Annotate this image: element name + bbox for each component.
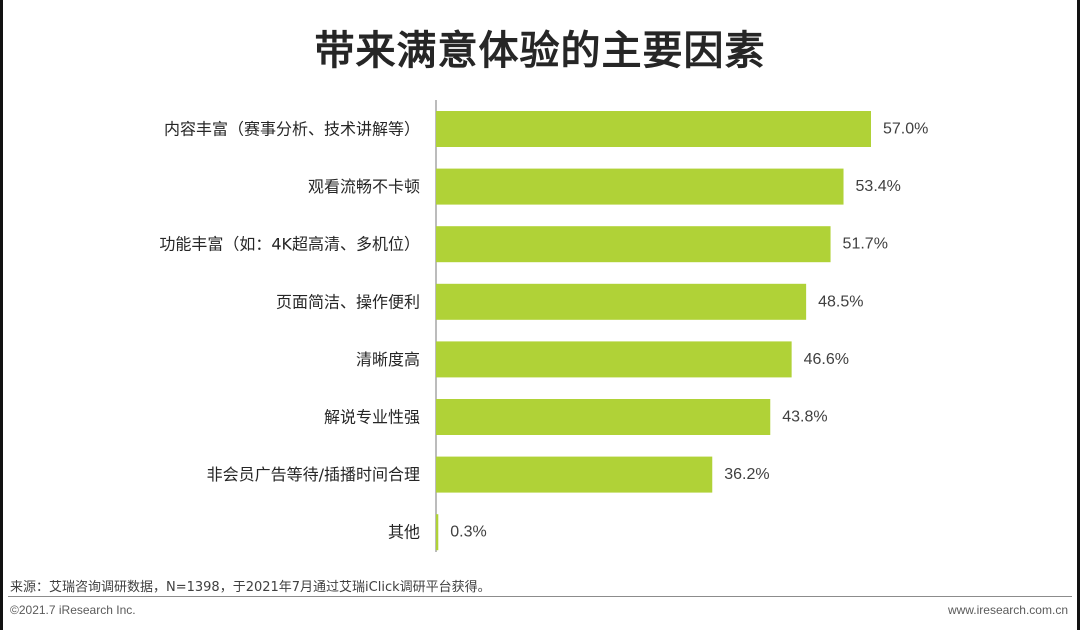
frame-left-border (0, 0, 3, 630)
chart-title: 带来满意体验的主要因素 (314, 28, 766, 74)
bar-5 (436, 399, 771, 435)
category-label-0: 内容丰富（赛事分析、技术讲解等） (164, 120, 420, 139)
value-label-5: 43.8% (782, 409, 827, 426)
bar-3 (436, 283, 807, 320)
value-label-6: 36.2% (724, 466, 769, 483)
bar-7 (436, 514, 439, 551)
category-label-1: 观看流畅不卡顿 (308, 177, 420, 196)
bar-4 (436, 341, 792, 378)
frame-right-border (1077, 0, 1080, 630)
bar-2 (436, 226, 831, 263)
bar-6 (436, 456, 713, 493)
category-label-6: 非会员广告等待/插播时间合理 (207, 465, 420, 484)
value-label-3: 48.5% (818, 293, 863, 310)
value-label-0: 57.0% (883, 121, 928, 138)
source-note: 来源：艾瑞咨询调研数据，N=1398，于2021年7月通过艾瑞iClick调研平… (10, 580, 491, 595)
bar-0 (436, 111, 871, 147)
bar-1 (436, 168, 844, 205)
value-label-4: 46.6% (804, 351, 849, 368)
category-label-7: 其他 (388, 523, 420, 542)
category-label-2: 功能丰富（如：4K超高清、多机位） (159, 235, 420, 254)
copyright-text: ©2021.7 iResearch Inc. (10, 603, 136, 617)
value-label-1: 53.4% (856, 178, 901, 195)
category-label-4: 清晰度高 (356, 350, 420, 369)
website-link[interactable]: www.iresearch.com.cn (947, 603, 1068, 617)
value-label-7: 0.3% (450, 524, 486, 541)
value-label-2: 51.7% (843, 236, 888, 253)
footer-divider (8, 596, 1072, 597)
category-label-3: 页面简洁、操作便利 (276, 292, 420, 311)
category-label-5: 解说专业性强 (324, 408, 420, 427)
